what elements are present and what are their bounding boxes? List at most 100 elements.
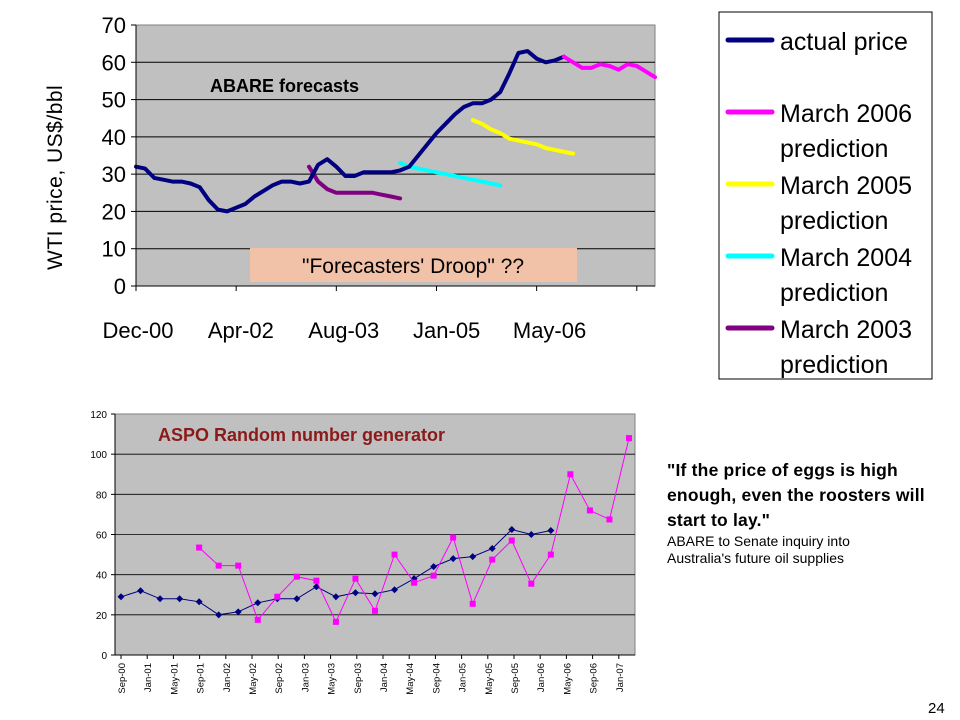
aspo-point-diamond xyxy=(391,586,399,594)
wti-axes: 0 10 20 30 40 50 60 70 Dec-00 Apr-02 Aug-03 Jan-05 M… xyxy=(102,13,655,343)
wti-y-axis-label: WTI price, US$/bbl xyxy=(44,85,67,270)
aspo-point-square xyxy=(586,507,593,514)
wti-forecast-chart: 0 10 20 30 40 50 60 70 Dec-00 Apr-02 Aug-03 Jan-05 M… xyxy=(44,13,657,343)
legend-label: March 2003 xyxy=(780,316,912,344)
aspo-point-diamond xyxy=(449,555,457,563)
aspo-point-diamond xyxy=(371,590,379,598)
legend-label: March 2006 xyxy=(780,100,912,128)
droop-callout-box xyxy=(250,248,577,282)
aspo-point-square xyxy=(332,618,339,625)
abare-forecasts-label: ABARE forecasts xyxy=(210,76,359,96)
aspo-point-square xyxy=(274,593,281,600)
aspo-point-diamond xyxy=(527,531,535,538)
aspo-x-tick-label: Sep-04 xyxy=(431,663,442,694)
droop-callout-text: "Forecasters' Droop" ?? xyxy=(302,255,524,278)
aspo-point-square xyxy=(215,562,222,569)
aspo-y-tick-label: 80 xyxy=(96,490,108,501)
aspo-x-tick-label: Jan-05 xyxy=(458,663,469,692)
wti-series-march-2005-prediction xyxy=(470,118,576,156)
aspo-x-tick-label: Jan-07 xyxy=(615,663,626,692)
wti-y-tick-label: 60 xyxy=(102,50,126,75)
aspo-gridlines xyxy=(115,453,635,616)
aspo-point-diamond xyxy=(215,611,223,619)
aspo-point-diamond xyxy=(234,608,242,616)
aspo-x-tick-label: May-03 xyxy=(327,663,338,695)
aspo-y-tick-label: 120 xyxy=(90,410,107,421)
aspo-point-square xyxy=(430,572,437,579)
wti-x-tick-label: Apr-02 xyxy=(208,318,274,343)
aspo-point-square xyxy=(528,580,535,587)
aspo-point-square xyxy=(469,600,476,607)
aspo-point-square xyxy=(411,579,418,586)
aspo-point-square xyxy=(508,537,515,544)
aspo-x-tick-label: Jan-06 xyxy=(536,663,547,692)
aspo-point-diamond xyxy=(488,545,496,553)
aspo-point-square xyxy=(606,516,613,523)
legend-box xyxy=(718,11,933,380)
aspo-point-square xyxy=(489,556,496,563)
legend-label: March 2004 xyxy=(780,244,912,272)
wti-series-lines xyxy=(134,49,657,214)
wti-x-tick-label: May-06 xyxy=(513,318,586,343)
aspo-point-square xyxy=(626,435,632,442)
aspo-x-tick-label: Sep-03 xyxy=(353,663,364,694)
wti-y-tick-label: 20 xyxy=(102,199,126,224)
aspo-point-square xyxy=(352,575,359,582)
legend-label: actual price xyxy=(780,28,908,56)
aspo-series xyxy=(117,435,632,625)
wti-x-tick-label: Aug-03 xyxy=(308,318,379,343)
page-number: 24 xyxy=(928,700,945,717)
wti-y-tick-label: 10 xyxy=(102,237,126,262)
wti-y-tick-label: 70 xyxy=(102,13,126,38)
aspo-y-tick-label: 0 xyxy=(101,651,107,662)
aspo-point-diamond xyxy=(469,553,477,561)
aspo-point-square xyxy=(391,551,398,558)
quote-text: "If the price of eggs is high enough, ev… xyxy=(667,460,925,530)
aspo-axes: 0 20 40 60 80 100 120 Sep-00 Jan-01 May-01 Sep-01 J… xyxy=(90,410,635,695)
wti-series-march-2004-prediction xyxy=(398,161,503,188)
wti-legend: actual price March 2006 prediction March 20… xyxy=(718,11,933,380)
aspo-y-tick-label: 60 xyxy=(96,531,108,542)
aspo-x-tick-label: Sep-01 xyxy=(196,663,207,694)
wti-y-tick-label: 40 xyxy=(102,125,126,150)
wti-series-march-2003-prediction xyxy=(307,164,403,201)
wti-y-tick-label: 0 xyxy=(114,274,126,299)
aspo-point-square xyxy=(293,573,300,580)
aspo-point-diamond xyxy=(508,525,516,533)
wti-x-tick-label: Jan-05 xyxy=(413,318,480,343)
aspo-y-tick-label: 100 xyxy=(90,450,107,461)
legend-label-line2: prediction xyxy=(780,279,888,307)
aspo-point-diamond xyxy=(195,598,203,606)
aspo-x-tick-label: Sep-06 xyxy=(589,663,600,694)
wti-series-march-2006-prediction xyxy=(561,54,657,80)
aspo-point-diamond xyxy=(332,593,340,601)
aspo-point-square xyxy=(450,534,457,541)
aspo-x-tick-label: Jan-01 xyxy=(143,663,154,692)
legend-label: March 2005 xyxy=(780,172,912,200)
aspo-point-diamond xyxy=(254,599,262,607)
wti-x-tick-label: Dec-00 xyxy=(103,318,174,343)
aspo-x-tick-label: Jan-03 xyxy=(300,663,311,692)
aspo-point-square xyxy=(313,577,320,584)
legend-label-line2: prediction xyxy=(780,135,888,163)
aspo-point-square xyxy=(196,544,203,551)
aspo-x-tick-label: May-02 xyxy=(248,663,259,695)
quote-source-line-2: Australia's future oil supplies xyxy=(667,550,844,566)
aspo-x-tick-label: May-04 xyxy=(405,663,416,695)
aspo-point-diamond xyxy=(137,587,145,595)
aspo-chart-title: ASPO Random number generator xyxy=(158,425,445,445)
legend-label-line2: prediction xyxy=(780,207,888,235)
aspo-point-square xyxy=(547,551,554,558)
aspo-chart: 0 20 40 60 80 100 120 Sep-00 Jan-01 May-01 Sep-01 J… xyxy=(90,410,636,695)
aspo-x-tick-label: Sep-00 xyxy=(117,663,128,694)
aspo-point-diamond xyxy=(176,595,184,603)
aspo-x-tick-label: Sep-05 xyxy=(510,663,521,694)
quote-source-line-1: ABARE to Senate inquiry into xyxy=(667,533,850,549)
aspo-point-diamond xyxy=(156,595,164,603)
aspo-x-tick-label: May-01 xyxy=(169,663,180,695)
aspo-point-diamond xyxy=(351,589,359,597)
aspo-point-diamond xyxy=(117,593,125,601)
aspo-x-tick-label: May-06 xyxy=(562,663,573,695)
legend-label-line2: prediction xyxy=(780,351,888,379)
